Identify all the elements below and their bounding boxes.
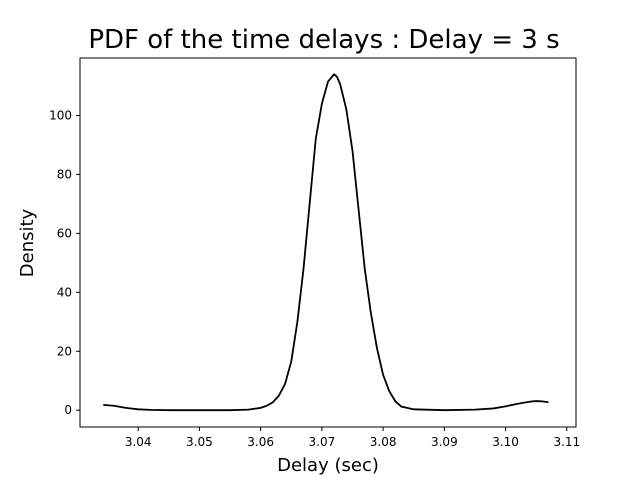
- y-axis-label: Density: [17, 208, 38, 277]
- y-tick-label: 100: [49, 108, 72, 122]
- x-axis-label: Delay (sec): [277, 455, 379, 476]
- x-tick-label: 3.09: [431, 435, 458, 449]
- x-tick-label: 3.11: [553, 435, 580, 449]
- density-curve: [103, 73, 549, 412]
- y-tick-label: 20: [57, 344, 72, 358]
- x-tick-label: 3.10: [492, 435, 519, 449]
- x-tick-label: 3.06: [247, 435, 274, 449]
- y-tick-label: 40: [57, 285, 72, 299]
- y-tick-label: 60: [57, 226, 72, 240]
- x-axis: 3.04 3.05 3.06 3.07 3.08 3.09 3.10 3.11: [125, 427, 580, 449]
- x-tick-label: 3.08: [370, 435, 397, 449]
- chart-title: PDF of the time delays : Delay = 3 s: [88, 25, 559, 55]
- x-tick-label: 3.07: [309, 435, 336, 449]
- x-tick-label: 3.05: [186, 435, 213, 449]
- x-tick-label: 3.04: [125, 435, 152, 449]
- y-tick-label: 0: [64, 403, 72, 417]
- y-axis: 0 20 40 60 80 100: [49, 108, 80, 417]
- y-tick-label: 80: [57, 167, 72, 181]
- plot-frame: [79, 57, 577, 428]
